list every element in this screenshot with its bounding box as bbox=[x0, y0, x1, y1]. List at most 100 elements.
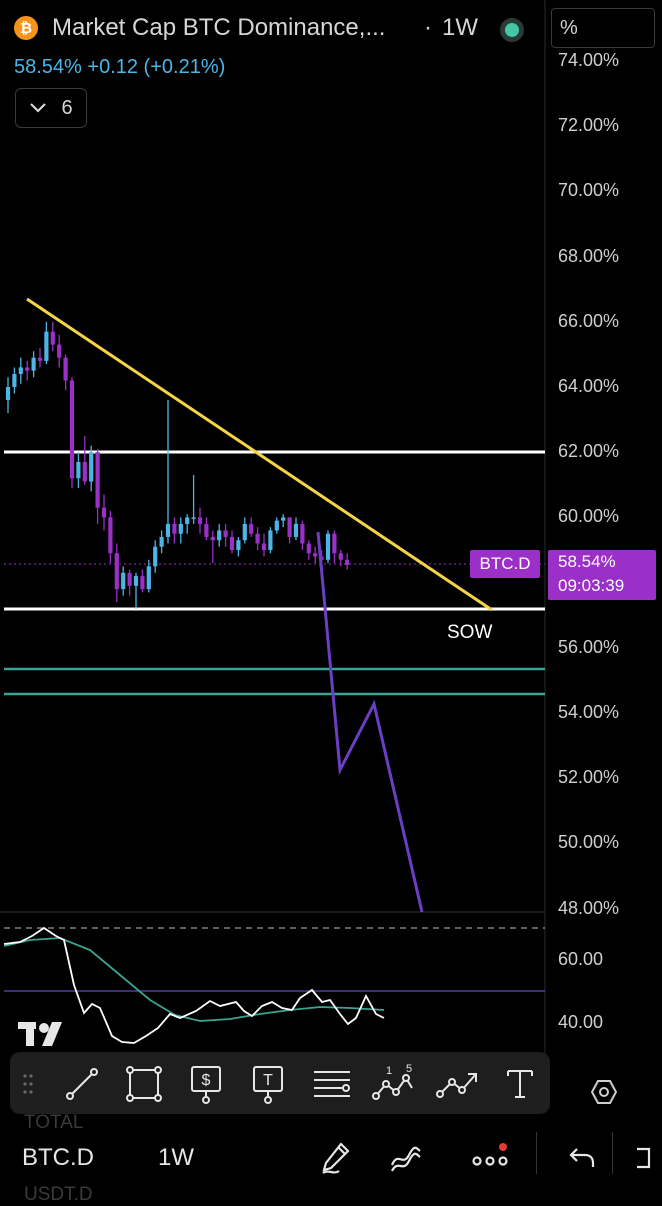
undo-icon[interactable] bbox=[562, 1138, 602, 1178]
candle-body bbox=[345, 559, 350, 565]
drag-handle-icon[interactable] bbox=[16, 1062, 40, 1106]
more-options-icon[interactable] bbox=[470, 1138, 510, 1178]
toolbar-divider bbox=[612, 1132, 613, 1174]
candle-body bbox=[261, 543, 267, 550]
symbol-button[interactable]: BTC.D bbox=[22, 1144, 94, 1171]
text-note-icon[interactable]: T bbox=[246, 1062, 290, 1106]
price-axis-label: 56.00% bbox=[558, 636, 620, 657]
price-axis-label: 60.00% bbox=[558, 506, 620, 527]
rsi-line bbox=[3, 926, 385, 1044]
rsi-axis-label-40: 40.00 bbox=[558, 1012, 604, 1032]
candle-body bbox=[12, 373, 17, 387]
candle-body bbox=[121, 572, 126, 590]
symbol-tag: BTC.D bbox=[470, 550, 540, 578]
price-axis-label: 72.00% bbox=[558, 115, 620, 136]
text-icon[interactable] bbox=[498, 1062, 542, 1106]
candle-body bbox=[236, 540, 241, 550]
current-price-tag: 58.54% 09:03:39 bbox=[548, 550, 656, 600]
candle-body bbox=[31, 357, 36, 371]
candle-body bbox=[229, 536, 235, 550]
interval-label[interactable]: 1W bbox=[442, 14, 478, 41]
trendline-icon[interactable] bbox=[60, 1062, 104, 1106]
svg-text:5: 5 bbox=[406, 1064, 412, 1075]
bar-countdown: 09:03:39 bbox=[558, 576, 625, 595]
path-icon[interactable] bbox=[436, 1062, 480, 1106]
projection-path bbox=[316, 531, 424, 913]
current-value: 58.54% bbox=[558, 552, 616, 571]
candle-body bbox=[274, 520, 279, 531]
candle-body bbox=[89, 452, 94, 482]
indicators-wave-icon[interactable] bbox=[386, 1138, 426, 1178]
price-axis-label: 74.00% bbox=[558, 50, 620, 70]
candle-body bbox=[25, 367, 30, 371]
candle-body bbox=[338, 553, 343, 560]
market-status-icon[interactable] bbox=[500, 18, 524, 42]
candle-body bbox=[313, 553, 318, 557]
candle-body bbox=[268, 530, 273, 550]
candle-body bbox=[146, 566, 151, 590]
indicators-toggle-button[interactable]: 6 bbox=[15, 88, 87, 128]
candle-body bbox=[108, 517, 113, 554]
candle-body bbox=[18, 367, 23, 374]
candle-body bbox=[204, 523, 209, 537]
scale-mode-button[interactable]: % bbox=[551, 8, 655, 48]
candle-body bbox=[191, 517, 196, 519]
candle-body bbox=[140, 576, 145, 590]
candle-body bbox=[63, 357, 68, 381]
rsi-axis-label-60: 60.00 bbox=[558, 949, 604, 969]
candle-body bbox=[127, 572, 132, 586]
candle-body bbox=[101, 507, 107, 518]
candle-body bbox=[82, 461, 87, 482]
drawing-pen-icon[interactable] bbox=[316, 1138, 356, 1178]
candle-body bbox=[69, 380, 75, 479]
indicators-count: 6 bbox=[61, 96, 73, 119]
horizontal-lines-icon[interactable] bbox=[310, 1062, 354, 1106]
watchlist-item-ghost-top[interactable]: TOTAL bbox=[24, 1112, 84, 1133]
candle-body bbox=[50, 331, 55, 345]
price-change-line: 58.54% +0.12 (+0.21%) bbox=[14, 56, 226, 78]
candle-body bbox=[178, 523, 183, 534]
candlestick-series bbox=[5, 321, 350, 609]
price-label-icon[interactable]: $ bbox=[184, 1062, 228, 1106]
candle-body bbox=[44, 331, 49, 361]
chevron-down-icon bbox=[30, 103, 47, 113]
candle-body bbox=[293, 523, 299, 537]
bottom-navigation-bar bbox=[0, 1118, 662, 1200]
candle-body bbox=[5, 387, 11, 401]
candle-body bbox=[300, 523, 305, 544]
candle-body bbox=[76, 461, 81, 479]
candle-body bbox=[242, 523, 247, 541]
candle-body bbox=[249, 523, 254, 534]
candle-body bbox=[332, 533, 337, 554]
descending-trendline bbox=[26, 297, 493, 612]
candle-body bbox=[223, 530, 228, 537]
candle-body bbox=[159, 536, 164, 547]
candle-body bbox=[185, 517, 190, 524]
candle-body bbox=[217, 530, 222, 541]
candle-body bbox=[95, 452, 100, 508]
rsi-ma-line bbox=[3, 937, 385, 1022]
price-axis-label: 54.00% bbox=[558, 702, 620, 722]
candle-body bbox=[114, 553, 119, 590]
price-axis-label: 52.00% bbox=[558, 767, 620, 788]
chart-settings-icon[interactable] bbox=[590, 1078, 618, 1106]
rectangle-icon[interactable] bbox=[122, 1062, 166, 1106]
candle-body bbox=[325, 533, 331, 560]
price-axis-label: 66.00% bbox=[558, 310, 620, 331]
price-axis-label: 68.00% bbox=[558, 245, 620, 266]
symbol-title[interactable]: Market Cap BTC Dominance,... bbox=[52, 14, 386, 41]
candle-body bbox=[133, 576, 139, 586]
price-axis-label: 48.00% bbox=[558, 897, 620, 918]
watchlist-item-ghost-bottom[interactable]: USDT.D bbox=[24, 1184, 93, 1205]
sow-annotation[interactable]: SOW bbox=[447, 622, 493, 643]
candle-body bbox=[153, 546, 158, 567]
timeframe-button[interactable]: 1W bbox=[158, 1144, 194, 1171]
candle-body bbox=[57, 344, 62, 358]
redo-icon[interactable] bbox=[628, 1138, 662, 1178]
candle-body bbox=[287, 517, 292, 537]
candle-body bbox=[210, 536, 215, 541]
svg-text:1: 1 bbox=[386, 1065, 392, 1077]
